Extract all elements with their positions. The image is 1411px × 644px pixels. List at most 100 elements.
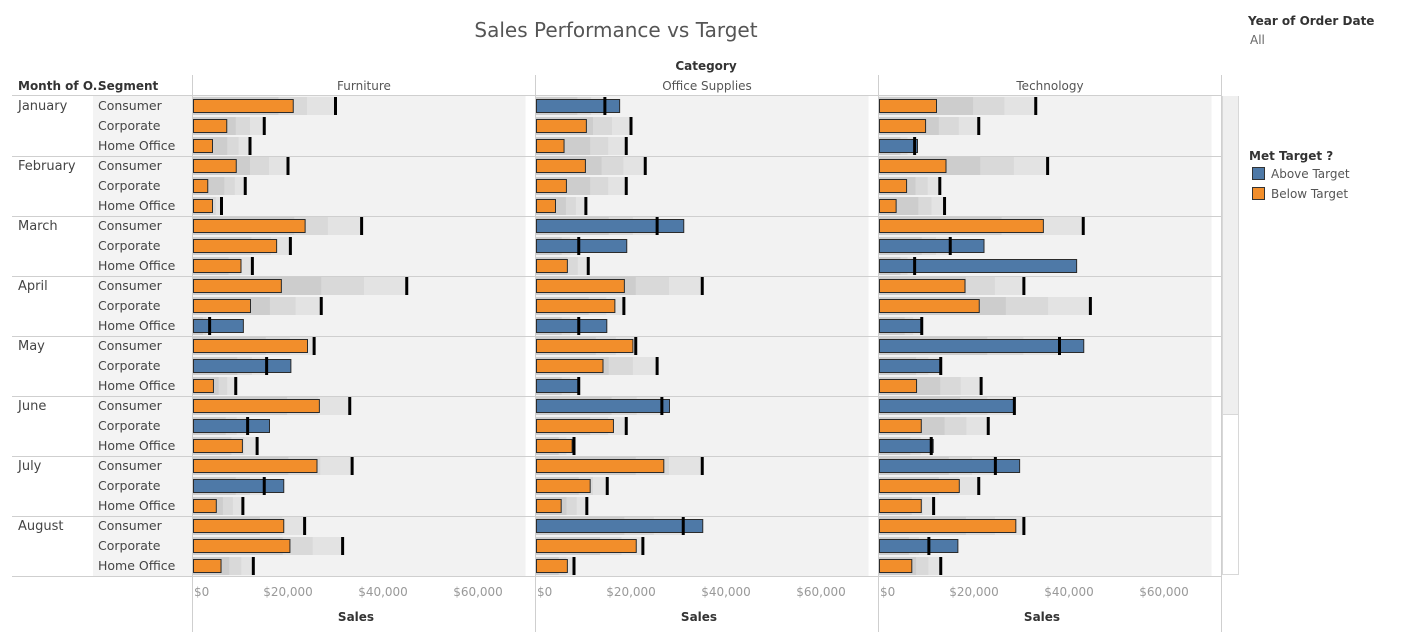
- x-tick-label: $60,000: [1139, 585, 1189, 599]
- sales-bar: [193, 259, 242, 273]
- sales-bar: [193, 139, 213, 153]
- segment-label: Home Office: [98, 438, 176, 453]
- month-label: August: [18, 519, 64, 534]
- x-axis-label: Sales: [338, 610, 374, 624]
- sales-bar: [193, 299, 251, 313]
- x-tick-label: $0: [537, 585, 552, 599]
- segment-label: Home Office: [98, 558, 176, 573]
- sales-bar: [536, 99, 621, 113]
- segment-label: Corporate: [98, 298, 161, 313]
- x-axis-label: Sales: [681, 610, 717, 624]
- scrollbar-thumb[interactable]: [1223, 96, 1238, 415]
- segment-label: Corporate: [98, 178, 161, 193]
- sales-bar: [193, 539, 291, 553]
- segment-label: Home Office: [98, 138, 176, 153]
- legend-swatch-below: [1252, 187, 1265, 200]
- sales-bar: [193, 519, 285, 533]
- sales-bar: [193, 219, 306, 233]
- sales-bar: [879, 559, 913, 573]
- sales-bar: [193, 379, 214, 393]
- filter-title: Year of Order Date: [1248, 14, 1375, 28]
- sales-bar: [879, 419, 922, 433]
- sales-bar: [193, 419, 270, 433]
- legend-item-above-target[interactable]: Above Target: [1252, 167, 1350, 181]
- x-axis-label: Sales: [1024, 610, 1060, 624]
- panel-header-technology: Technology: [1015, 79, 1083, 93]
- sales-bar: [536, 519, 704, 533]
- sales-bar: [193, 459, 318, 473]
- sales-bar: [536, 399, 670, 413]
- panel-header-office-supplies: Office Supplies: [662, 79, 752, 93]
- panel-header-furniture: Furniture: [337, 79, 391, 93]
- sales-bar: [193, 439, 243, 453]
- segment-label: Consumer: [98, 278, 163, 293]
- legend-item-below-target[interactable]: Below Target: [1252, 187, 1348, 201]
- sales-bar: [193, 479, 285, 493]
- sales-bar: [879, 239, 985, 253]
- x-tick-label: $60,000: [796, 585, 846, 599]
- sales-bar: [879, 479, 960, 493]
- segment-label: Corporate: [98, 538, 161, 553]
- sales-bar: [536, 499, 562, 513]
- sales-bar: [193, 279, 282, 293]
- sales-bar: [879, 99, 937, 113]
- segment-label: Corporate: [98, 358, 161, 373]
- sales-bar: [536, 299, 616, 313]
- sales-bar: [536, 439, 573, 453]
- sales-bar: [193, 239, 278, 253]
- x-tick-label: $20,000: [263, 585, 313, 599]
- month-label: June: [17, 399, 46, 414]
- column-header-category: Category: [675, 59, 737, 73]
- sales-bar: [879, 339, 1085, 353]
- month-label: February: [18, 159, 76, 174]
- x-tick-label: $20,000: [606, 585, 656, 599]
- sales-bar: [536, 479, 591, 493]
- segment-label: Consumer: [98, 98, 163, 113]
- segment-label: Home Office: [98, 378, 176, 393]
- sales-bar: [879, 399, 1016, 413]
- sales-bar: [536, 259, 568, 273]
- legend-title: Met Target ?: [1249, 149, 1334, 163]
- legend-swatch-above: [1252, 167, 1265, 180]
- sales-bar: [193, 179, 209, 193]
- sales-bar: [879, 119, 927, 133]
- x-tick-label: $60,000: [453, 585, 503, 599]
- sales-bar: [879, 159, 947, 173]
- month-label: March: [18, 219, 58, 234]
- sales-bar: [193, 499, 217, 513]
- sales-bar: [879, 319, 923, 333]
- sales-bar: [193, 99, 294, 113]
- sales-bar: [536, 279, 625, 293]
- month-label: May: [18, 339, 45, 354]
- segment-label: Consumer: [98, 158, 163, 173]
- sales-bar: [879, 379, 918, 393]
- sales-bar: [536, 539, 637, 553]
- sales-bar: [879, 499, 922, 513]
- sales-bar: [879, 139, 918, 153]
- month-label: January: [17, 99, 68, 114]
- sales-bar: [536, 239, 628, 253]
- sales-bar: [879, 179, 908, 193]
- segment-label: Corporate: [98, 118, 161, 133]
- sales-bar: [536, 359, 604, 373]
- sales-bar: [879, 199, 897, 213]
- chart-title: Sales Performance vs Target: [474, 18, 758, 42]
- sales-bar: [879, 459, 1021, 473]
- legend-label-above: Above Target: [1271, 167, 1350, 181]
- sales-bar: [193, 119, 228, 133]
- sales-bar: [536, 139, 565, 153]
- segment-label: Consumer: [98, 518, 163, 533]
- sales-bar: [879, 439, 934, 453]
- month-label: July: [17, 459, 42, 474]
- x-tick-label: $0: [194, 585, 209, 599]
- sales-bar: [193, 399, 320, 413]
- row-header-month: Month of O..: [18, 79, 102, 93]
- sales-bar: [536, 419, 614, 433]
- sales-bar: [536, 379, 580, 393]
- sales-bar: [536, 199, 556, 213]
- segment-label: Home Office: [98, 498, 176, 513]
- year-filter-value[interactable]: All: [1250, 33, 1265, 47]
- bullet-chart: Category Month of O..Segment Furniture Offi…: [12, 59, 1222, 632]
- sales-bar: [879, 259, 1078, 273]
- segment-label: Home Office: [98, 318, 176, 333]
